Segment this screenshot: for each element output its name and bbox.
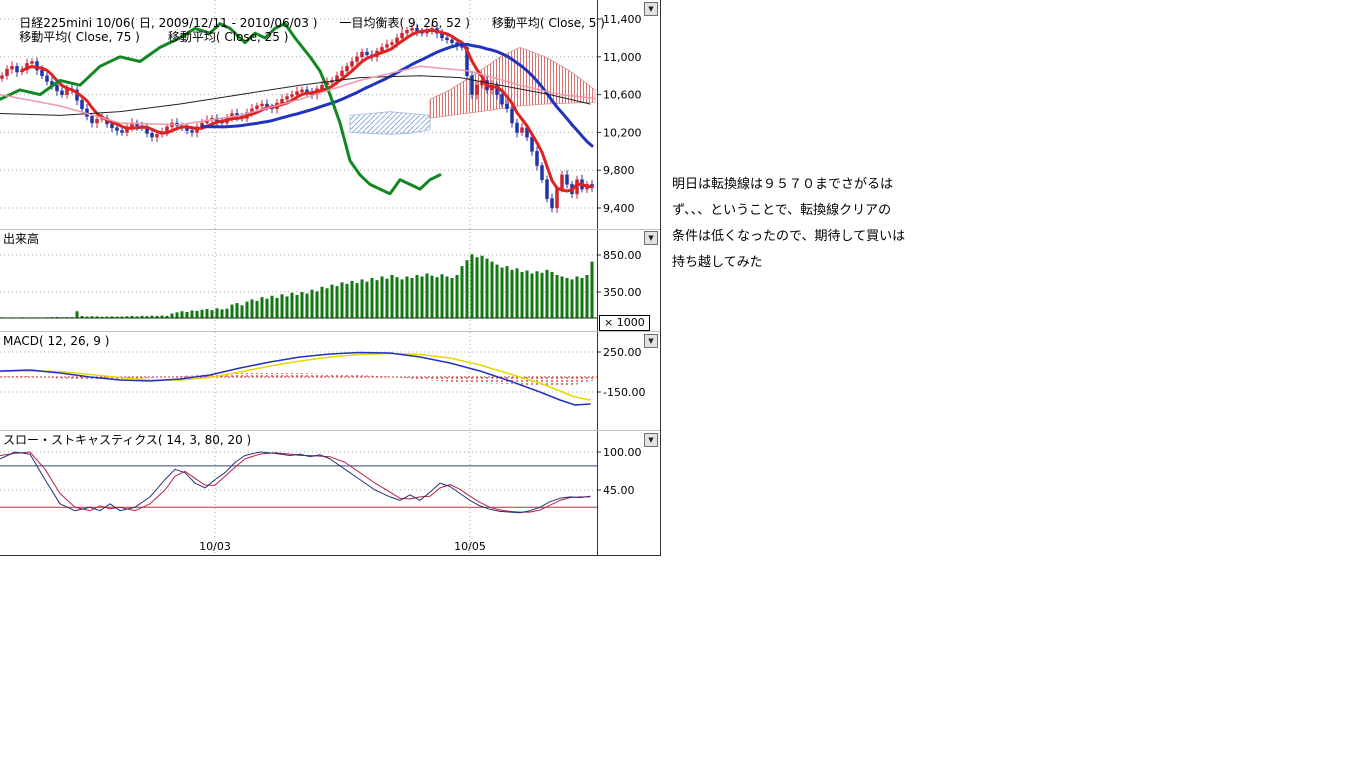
stochastics-panel-label: スロー・ストキャスティクス( 14, 3, 80, 20 ) <box>3 433 252 447</box>
chevron-down-icon: ▼ <box>648 435 654 444</box>
volume-panel-label: 出来高 <box>3 232 40 246</box>
volume-panel-dropdown-button[interactable]: ▼ <box>644 231 658 245</box>
svg-text:350.00: 350.00 <box>603 286 642 299</box>
stochastics-panel-dropdown-button[interactable]: ▼ <box>644 433 658 447</box>
svg-text:45.00: 45.00 <box>603 484 635 497</box>
svg-text:11,400: 11,400 <box>603 13 642 26</box>
svg-text:10,200: 10,200 <box>603 126 642 139</box>
svg-text:-150.00: -150.00 <box>603 386 645 399</box>
svg-text:100.00: 100.00 <box>603 446 642 459</box>
svg-text:9,400: 9,400 <box>603 202 635 215</box>
annotation-line: 明日は転換線は９５７０までさがるは <box>672 177 894 192</box>
annotation-note: 明日は転換線は９５７０までさがるは ず、、、ということで、転換線クリアの 条件は… <box>672 172 952 276</box>
annotation-line: 持ち越してみた <box>672 255 763 270</box>
chevron-down-icon: ▼ <box>648 4 654 13</box>
price-panel-dropdown-button[interactable]: ▼ <box>644 2 658 16</box>
chevron-down-icon: ▼ <box>648 336 654 345</box>
ma25-label: 移動平均( Close, 25 ) <box>167 30 289 44</box>
svg-text:9,800: 9,800 <box>603 164 635 177</box>
svg-text:250.00: 250.00 <box>603 346 642 359</box>
annotation-line: 条件は低くなったので、期待して買いは <box>672 229 906 244</box>
chart-title: 日経225mini 10/06( 日, 2009/12/11 - 2010/06… <box>19 16 318 30</box>
chart-title-row2: 移動平均( Close, 75 ) 移動平均( Close, 25 ) <box>4 16 288 58</box>
ma75-label: 移動平均( Close, 75 ) <box>19 30 140 44</box>
svg-text:850.00: 850.00 <box>603 249 642 262</box>
ma5-label: 移動平均( Close, 5 ) <box>491 16 605 30</box>
macd-panel-dropdown-button[interactable]: ▼ <box>644 334 658 348</box>
chevron-down-icon: ▼ <box>648 233 654 242</box>
svg-text:10,600: 10,600 <box>603 89 642 102</box>
macd-panel-label: MACD( 12, 26, 9 ) <box>3 334 110 348</box>
svg-text:11,000: 11,000 <box>603 51 642 64</box>
svg-text:10/03: 10/03 <box>199 540 231 553</box>
ichimoku-label: 一目均衡表( 9, 26, 52 ) <box>339 16 470 30</box>
volume-unit-box: × 1000 <box>599 315 650 331</box>
svg-text:10/05: 10/05 <box>454 540 486 553</box>
annotation-line: ず、、、ということで、転換線クリアの <box>672 203 892 218</box>
chart-canvas: 11,400 11,000 10,600 10,200 9,800 9,400 850.00… <box>0 0 661 556</box>
chart-title-row: 日経225mini 10/06( 日, 2009/12/11 - 2010/06… <box>4 2 605 44</box>
